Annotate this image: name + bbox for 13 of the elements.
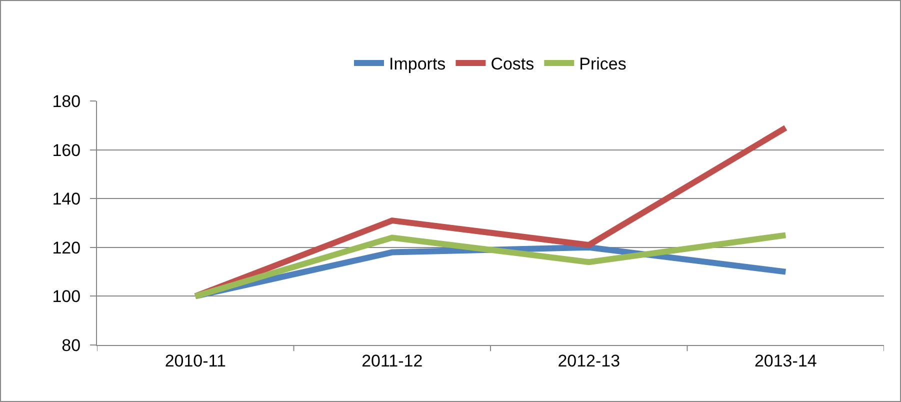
y-tick-label: 120	[52, 238, 81, 258]
x-tick-label: 2010-11	[164, 351, 226, 370]
y-tick-label: 80	[62, 336, 81, 355]
legend-label: Prices	[579, 54, 626, 74]
y-tick-label: 100	[52, 287, 81, 306]
y-tick-label: 180	[52, 92, 81, 111]
x-tick-label: 2011-12	[362, 351, 423, 370]
y-tick-label: 140	[52, 190, 81, 209]
y-tick-label: 160	[52, 140, 81, 160]
legend-label: Costs	[490, 54, 534, 74]
x-tick-label: 2013-14	[754, 351, 817, 370]
legend-label: Imports	[389, 54, 446, 74]
x-tick-label: 2012-13	[558, 351, 620, 370]
